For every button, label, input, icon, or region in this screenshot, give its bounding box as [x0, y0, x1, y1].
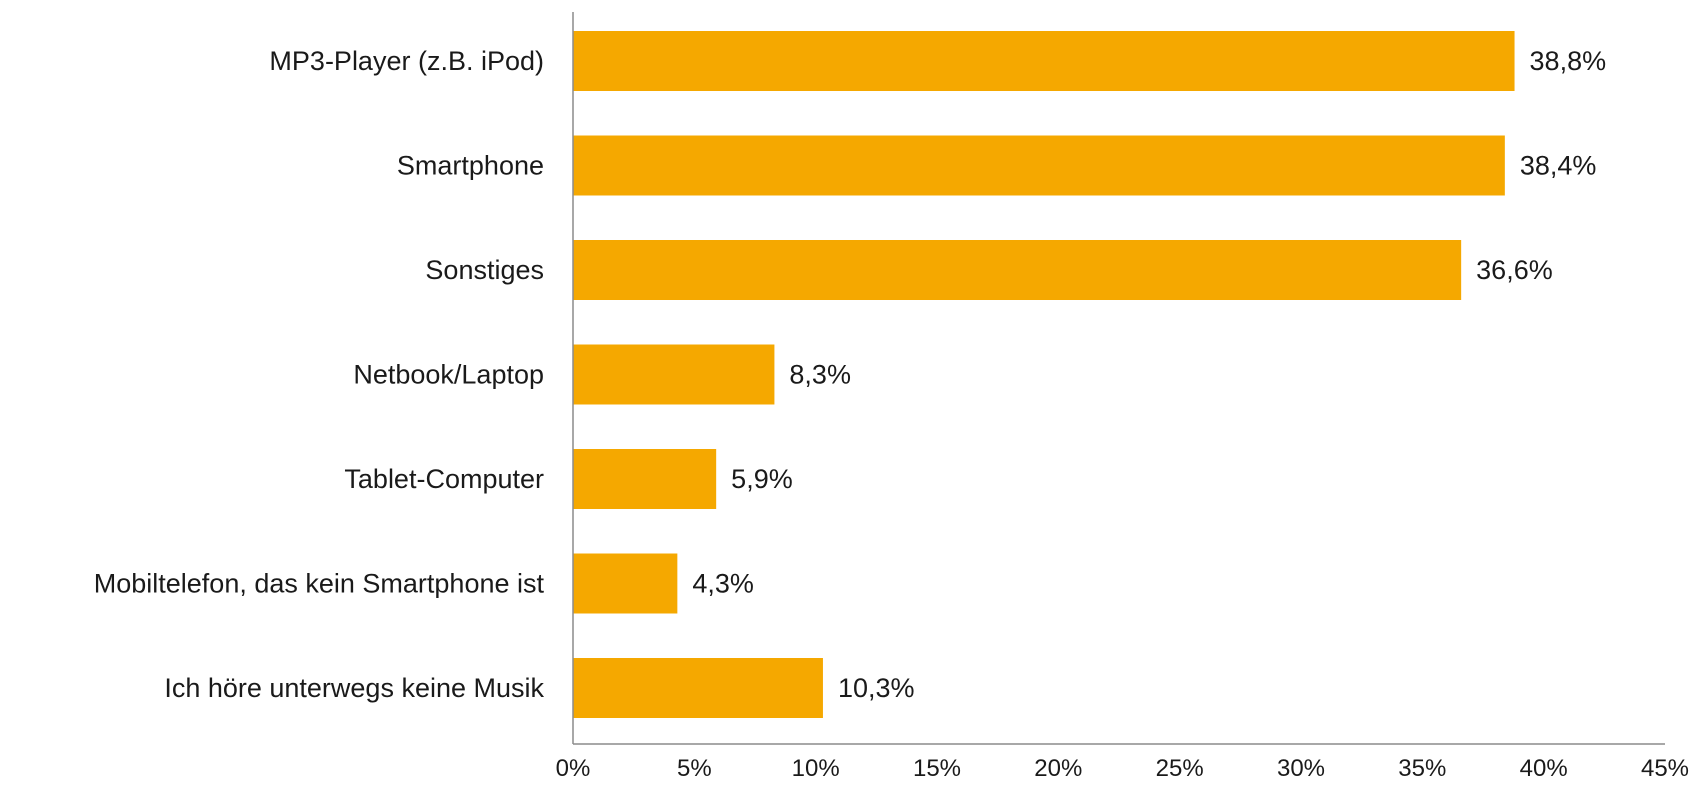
x-tick-label: 10%: [792, 755, 840, 782]
category-label: MP3-Player (z.B. iPod): [269, 46, 544, 76]
bar: [573, 449, 717, 509]
bar: [573, 553, 678, 614]
x-tick-label: 25%: [1156, 755, 1204, 782]
labels-layer: MP3-Player (z.B. iPod) 38,8% Smartphone 38,…: [94, 46, 1606, 703]
x-tick-label: 5%: [677, 755, 712, 782]
value-label: 38,8%: [1530, 46, 1607, 76]
value-label: 8,3%: [789, 360, 851, 390]
category-label: Mobiltelefon, das kein Smartphone ist: [94, 569, 545, 599]
x-tick-label: 45%: [1641, 755, 1689, 782]
category-label: Netbook/Laptop: [353, 360, 544, 390]
category-label: Sonstiges: [425, 255, 544, 285]
category-label: Smartphone: [397, 151, 544, 181]
x-tick-label: 20%: [1034, 755, 1082, 782]
value-label: 36,6%: [1476, 255, 1553, 285]
x-tick-label: 35%: [1398, 755, 1446, 782]
bar: [573, 344, 775, 405]
category-label: Tablet-Computer: [344, 464, 544, 494]
x-tick-label: 40%: [1520, 755, 1568, 782]
value-label: 10,3%: [838, 673, 915, 703]
bar: [573, 240, 1462, 300]
value-label: 38,4%: [1520, 151, 1597, 181]
x-tick-label: 0%: [556, 755, 591, 782]
value-label: 5,9%: [731, 464, 793, 494]
axis-layer: [572, 12, 1665, 745]
bar: [573, 658, 823, 718]
x-tick-label: 15%: [913, 755, 961, 782]
bar: [573, 31, 1515, 91]
category-label: Ich höre unterwegs keine Musik: [164, 673, 544, 703]
value-label: 4,3%: [692, 569, 754, 599]
ticks-layer: 0% 5% 10% 15% 20% 25% 30% 35% 40% 45%: [556, 755, 1689, 782]
bar: [573, 135, 1505, 196]
bars-layer: [573, 31, 1515, 718]
x-tick-label: 30%: [1277, 755, 1325, 782]
